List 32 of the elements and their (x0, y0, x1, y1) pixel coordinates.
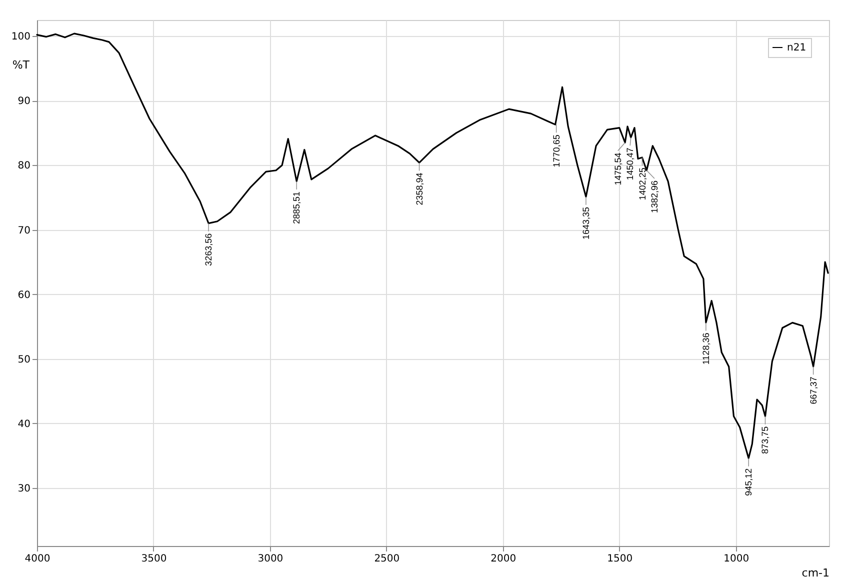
x-tick-label: 3000 (258, 554, 284, 564)
x-tick-label: 3500 (141, 554, 167, 564)
annotation: 1643,35 (580, 206, 591, 240)
annotation: 1128,36 (700, 332, 711, 365)
x-tick-label: 4000 (24, 554, 50, 564)
legend-label: n21 (787, 42, 806, 54)
line-series (36, 32, 829, 460)
y-tick-label: 90 (18, 96, 30, 108)
x-tick-label: 1500 (607, 554, 633, 564)
annotation: 1382,96 (649, 180, 660, 214)
y-tick-label: 40 (18, 418, 30, 430)
y-tick-label: 80 (18, 160, 30, 172)
annotation: 1475,54 (612, 152, 623, 186)
annotation: 873,75 (760, 426, 770, 454)
annotation: 667,37 (808, 376, 818, 404)
annotation: 2358,94 (414, 172, 424, 206)
y-tick-label: 30 (18, 483, 30, 494)
annotation: 3263,56 (204, 233, 214, 266)
annotation: 2885,51 (292, 191, 302, 224)
annotation: 1402,25 (637, 168, 648, 200)
x-tick-label: 2500 (374, 554, 400, 564)
x-tick-label: 2000 (490, 554, 516, 564)
y-tick-label: 100 (11, 32, 30, 43)
y-axis-title: %T (12, 58, 30, 72)
y-tick-label: 70 (18, 225, 30, 236)
x-tick-label: 1000 (724, 554, 750, 564)
annotation: 945,12 (744, 468, 754, 496)
x-axis-title: cm-1 (802, 566, 830, 580)
annotation: 1770,65 (551, 134, 562, 168)
y-tick-label: 60 (18, 290, 30, 301)
y-tick-label: 50 (18, 354, 30, 366)
annotation: 1450,47 (625, 148, 636, 180)
